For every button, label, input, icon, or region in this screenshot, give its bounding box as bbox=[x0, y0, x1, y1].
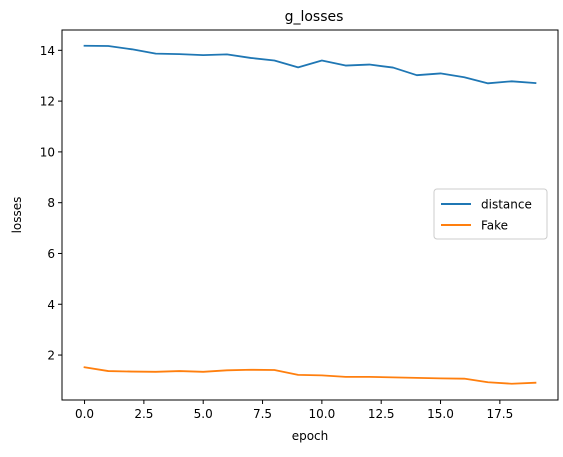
series-line-distance bbox=[83, 44, 537, 85]
x-tick-label: 2.5 bbox=[134, 407, 153, 421]
x-tick-label: 10.0 bbox=[309, 407, 336, 421]
chart-title: g_losses bbox=[285, 9, 344, 25]
y-tick-label: 8 bbox=[47, 196, 55, 210]
series-lines bbox=[83, 44, 537, 385]
x-axis: 0.0 2.5 5.0 7.5 10.0 12.5 15.0 17.5 bbox=[75, 400, 513, 421]
y-axis-label: losses bbox=[10, 197, 24, 234]
y-axis: 2 4 6 8 10 12 14 bbox=[40, 44, 62, 363]
legend-label-fake: Fake bbox=[481, 219, 508, 233]
x-tick-label: 12.5 bbox=[368, 407, 395, 421]
y-tick-label: 6 bbox=[47, 247, 55, 261]
legend-label-distance: distance bbox=[481, 198, 532, 212]
y-tick-label: 2 bbox=[47, 349, 55, 363]
x-tick-label: 5.0 bbox=[194, 407, 213, 421]
legend-frame bbox=[433, 188, 548, 240]
y-tick-label: 4 bbox=[47, 298, 55, 312]
y-tick-label: 10 bbox=[40, 145, 55, 159]
y-tick-label: 14 bbox=[40, 44, 55, 58]
plot-frame bbox=[61, 29, 559, 401]
x-tick-label: 0.0 bbox=[75, 407, 94, 421]
x-tick-label: 15.0 bbox=[427, 407, 454, 421]
plot-area: 0.0 2.5 5.0 7.5 10.0 12.5 15.0 17.5 2 4 6 8 10 12 14 bbox=[40, 29, 559, 421]
x-tick-label: 17.5 bbox=[486, 407, 513, 421]
y-tick-label: 12 bbox=[40, 95, 55, 109]
x-axis-label: epoch bbox=[292, 429, 329, 443]
x-tick-label: 7.5 bbox=[253, 407, 272, 421]
legend: distance Fake bbox=[433, 188, 548, 240]
series-line-fake bbox=[83, 366, 537, 385]
